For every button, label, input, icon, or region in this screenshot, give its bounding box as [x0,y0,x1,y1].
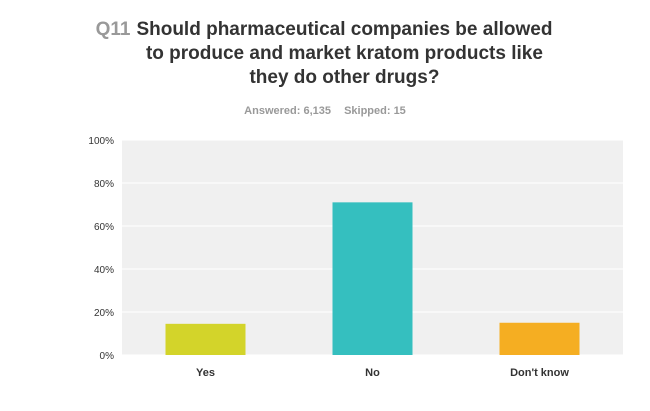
y-axis-ticks: 0% 20% 40% 60% 80% 100% [88,136,114,362]
bars [165,202,580,355]
y-tick-label: 40% [94,265,114,276]
response-stats: Answered: 6,135 Skipped: 15 [0,105,650,117]
x-category-label: Yes [196,367,215,379]
y-tick-label: 0% [100,351,115,362]
y-tick-label: 100% [88,136,114,147]
y-tick-label: 80% [94,179,114,190]
question-text: Should pharmaceutical companies be allow… [136,19,553,88]
x-axis-labels: Yes No Don't know [196,367,569,379]
x-category-label: No [365,367,380,379]
bar-yes[interactable] [165,323,246,355]
question-number: Q11 [95,19,131,40]
bar-no[interactable] [332,202,413,355]
question-title: Q11 Should pharmaceutical companies be al… [0,18,650,90]
y-tick-label: 20% [94,308,114,319]
bar-don-t-know[interactable] [499,322,580,355]
x-category-label: Don't know [510,367,569,379]
y-tick-label: 60% [94,222,114,233]
skipped-count: Skipped: 15 [344,105,406,117]
answered-count: Answered: 6,135 [244,105,331,117]
